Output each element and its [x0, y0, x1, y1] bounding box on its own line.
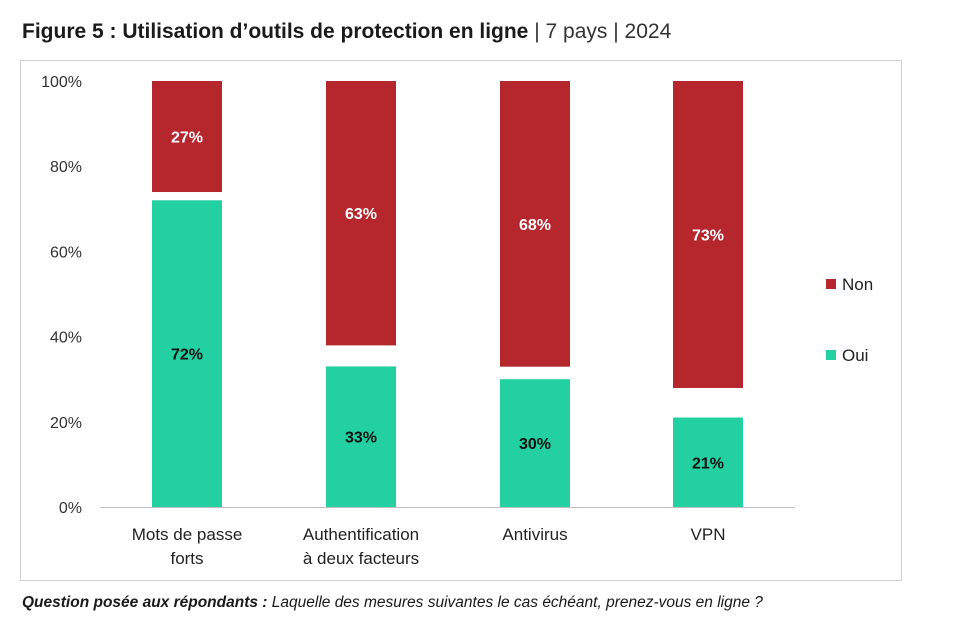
title-separator: | — [613, 20, 619, 43]
survey-question-note: Question posée aux répondants : Laquelle… — [22, 594, 763, 612]
bar-non — [326, 81, 396, 346]
survey-question-label: Question posée aux répondants : — [22, 594, 268, 611]
x-tick-label: Authentification — [303, 525, 419, 544]
y-tick-label: 0% — [59, 500, 82, 517]
y-tick-label: 60% — [50, 244, 82, 261]
y-tick-label: 100% — [41, 74, 82, 91]
data-label-oui: 30% — [519, 436, 551, 453]
data-label-non: 73% — [692, 227, 724, 244]
legend-swatch — [826, 350, 836, 360]
bar-non — [152, 81, 222, 193]
bar-oui — [673, 417, 743, 507]
figure-title-main: Figure 5 : Utilisation d’outils de prote… — [22, 20, 529, 43]
data-label-non: 68% — [519, 217, 551, 234]
y-tick-label: 40% — [50, 330, 82, 347]
bar-oui — [152, 200, 222, 507]
legend-label: Oui — [842, 346, 868, 365]
survey-question-text: Laquelle des mesures suivantes le cas éc… — [267, 594, 763, 611]
data-label-oui: 72% — [171, 347, 203, 364]
data-label-non: 27% — [171, 130, 203, 147]
x-tick-label: Mots de passe — [132, 525, 243, 544]
data-label-oui: 33% — [345, 430, 377, 447]
y-tick-label: 80% — [50, 159, 82, 176]
title-year: 2024 — [624, 20, 672, 43]
y-tick-label: 20% — [50, 415, 82, 432]
x-tick-label: VPN — [691, 525, 726, 544]
legend-swatch — [826, 279, 836, 289]
x-tick-label: Antivirus — [502, 525, 567, 544]
title-separator: | — [534, 20, 540, 43]
x-tick-label: à deux facteurs — [303, 549, 419, 568]
bar-non — [500, 81, 570, 367]
data-label-oui: 21% — [692, 455, 724, 472]
figure-title: Figure 5 : Utilisation d’outils de prote… — [22, 20, 671, 44]
title-countries: 7 pays — [545, 20, 608, 43]
legend-label: Non — [842, 275, 873, 294]
x-tick-label: forts — [170, 549, 203, 568]
data-label-non: 63% — [345, 206, 377, 223]
bar-non — [673, 81, 743, 388]
chart-frame — [20, 60, 902, 581]
bar-oui — [326, 366, 396, 507]
bar-oui — [500, 379, 570, 507]
